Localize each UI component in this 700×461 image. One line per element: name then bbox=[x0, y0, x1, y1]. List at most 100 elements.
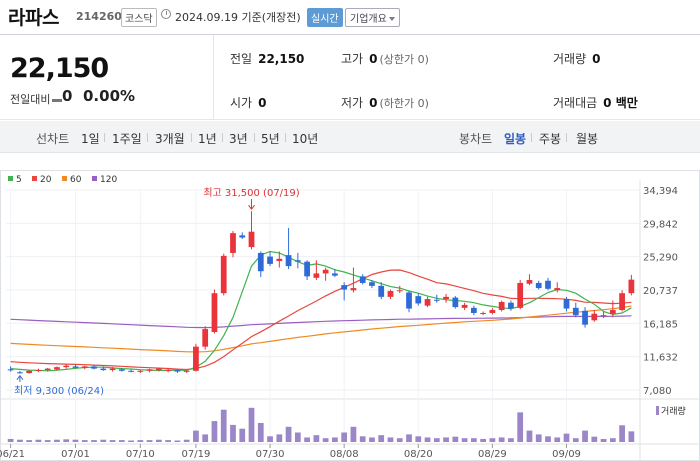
candle-body bbox=[7, 369, 14, 371]
tab-weekly[interactable]: 주봉 bbox=[539, 132, 562, 146]
candle-body bbox=[220, 255, 227, 294]
candle-body bbox=[332, 273, 338, 276]
stat-volume: 거래량 0 bbox=[553, 52, 601, 66]
stat-open: 시가 0 bbox=[230, 96, 267, 110]
volume-bar bbox=[470, 438, 477, 442]
chart-grid bbox=[0, 170, 700, 461]
candle-body bbox=[619, 293, 625, 311]
divider bbox=[191, 133, 192, 142]
candle-body bbox=[545, 280, 551, 289]
volume-bar bbox=[91, 440, 97, 442]
chevron-down-icon bbox=[388, 17, 395, 21]
low-annotation: 최저 9,300 (06/24) bbox=[14, 385, 104, 397]
volume-bar bbox=[202, 434, 209, 442]
candle-body bbox=[26, 370, 33, 374]
volume-bar bbox=[137, 440, 144, 442]
volume-bar bbox=[406, 434, 412, 442]
candle-body bbox=[396, 290, 403, 292]
candle-body bbox=[294, 260, 301, 262]
candle-body bbox=[582, 310, 588, 325]
volume-bar bbox=[155, 439, 162, 442]
candle-body bbox=[591, 313, 598, 321]
realtime-button[interactable]: 실시간 bbox=[307, 8, 343, 27]
chart-legend: 5 20 60 120 bbox=[8, 175, 117, 185]
candle-body bbox=[415, 296, 422, 304]
divider bbox=[104, 133, 105, 142]
tab-3y[interactable]: 3년 bbox=[229, 132, 248, 146]
volume-bar bbox=[332, 437, 338, 442]
volume-bar bbox=[498, 437, 505, 442]
volume-bar bbox=[609, 438, 616, 442]
x-tick-label: 07/19 bbox=[182, 449, 211, 460]
volume-bar bbox=[591, 436, 598, 442]
volume-bar bbox=[276, 434, 283, 442]
clock-icon bbox=[161, 9, 171, 19]
candle-body bbox=[489, 310, 496, 313]
y-tick-label: 11,632 bbox=[643, 353, 678, 364]
candle-body bbox=[267, 256, 273, 264]
flat-change-icon bbox=[52, 98, 63, 102]
x-tick-label: 08/20 bbox=[404, 449, 433, 460]
tab-1w[interactable]: 1주일 bbox=[112, 132, 142, 146]
legend-swatch bbox=[8, 176, 13, 181]
volume-bar bbox=[220, 409, 227, 442]
company-info-dropdown[interactable]: 기업개요 bbox=[345, 8, 400, 27]
tab-3m[interactable]: 3개월 bbox=[155, 132, 185, 146]
volume-bar bbox=[572, 438, 579, 442]
volume-bar bbox=[211, 421, 218, 442]
chart-period-bar: 선차트 1일 1주일 3개월 1년 3년 5년 10년 봉차트 일봉 주봉 월봉 bbox=[0, 121, 700, 153]
tab-daily[interactable]: 일봉 bbox=[504, 132, 527, 146]
volume-bar bbox=[396, 438, 403, 442]
stock-code: 214260 bbox=[76, 10, 122, 23]
y-tick-label: 7,080 bbox=[643, 386, 672, 397]
candle-body bbox=[517, 282, 524, 308]
volume-bar bbox=[359, 436, 366, 442]
candle-body bbox=[257, 252, 264, 272]
candle-body bbox=[600, 315, 607, 317]
x-tick-label: 07/10 bbox=[126, 449, 155, 460]
candle-body bbox=[498, 301, 505, 311]
legend-label: 60 bbox=[70, 175, 82, 185]
candle-body bbox=[369, 282, 375, 286]
volume-bar bbox=[230, 424, 236, 442]
volume-bar bbox=[63, 439, 70, 442]
legend-swatch bbox=[62, 176, 67, 181]
tab-1d[interactable]: 1일 bbox=[81, 132, 100, 146]
volume-bar bbox=[461, 438, 468, 442]
tab-1y[interactable]: 1년 bbox=[198, 132, 217, 146]
divider bbox=[213, 35, 214, 119]
candle-body bbox=[480, 312, 487, 314]
volume-bar bbox=[628, 431, 635, 442]
tab-monthly[interactable]: 월봉 bbox=[576, 132, 599, 146]
candle-body bbox=[359, 276, 366, 283]
tab-5y[interactable]: 5년 bbox=[261, 132, 280, 146]
low-arrow-head bbox=[16, 374, 24, 381]
ma60-line bbox=[10, 305, 632, 353]
volume-bars: 거래량 bbox=[7, 405, 686, 442]
volume-legend-swatch bbox=[656, 406, 659, 415]
volume-bar bbox=[433, 438, 440, 442]
x-tick-label: 06/21 bbox=[0, 449, 25, 460]
tab-10y[interactable]: 10년 bbox=[292, 132, 319, 146]
candle-body bbox=[100, 368, 107, 371]
candle-body bbox=[628, 279, 635, 294]
volume-bar bbox=[600, 438, 607, 442]
volume-bar bbox=[17, 439, 23, 442]
candle-body bbox=[35, 370, 42, 372]
candle-body bbox=[63, 365, 70, 368]
x-tick-label: 09/09 bbox=[552, 449, 581, 460]
candle-body bbox=[193, 346, 199, 371]
volume-bar bbox=[489, 438, 496, 442]
volume-bar bbox=[378, 435, 385, 442]
candle-body bbox=[239, 235, 246, 238]
ma20-line bbox=[10, 269, 632, 371]
divider bbox=[285, 133, 286, 142]
volume-bar bbox=[146, 440, 153, 442]
candle-body bbox=[526, 280, 533, 284]
volume-bar bbox=[387, 437, 394, 442]
volume-bar bbox=[35, 439, 42, 442]
divider bbox=[566, 133, 567, 142]
candle-body bbox=[146, 369, 153, 371]
candle-body bbox=[109, 368, 116, 371]
candle-body bbox=[322, 269, 329, 274]
